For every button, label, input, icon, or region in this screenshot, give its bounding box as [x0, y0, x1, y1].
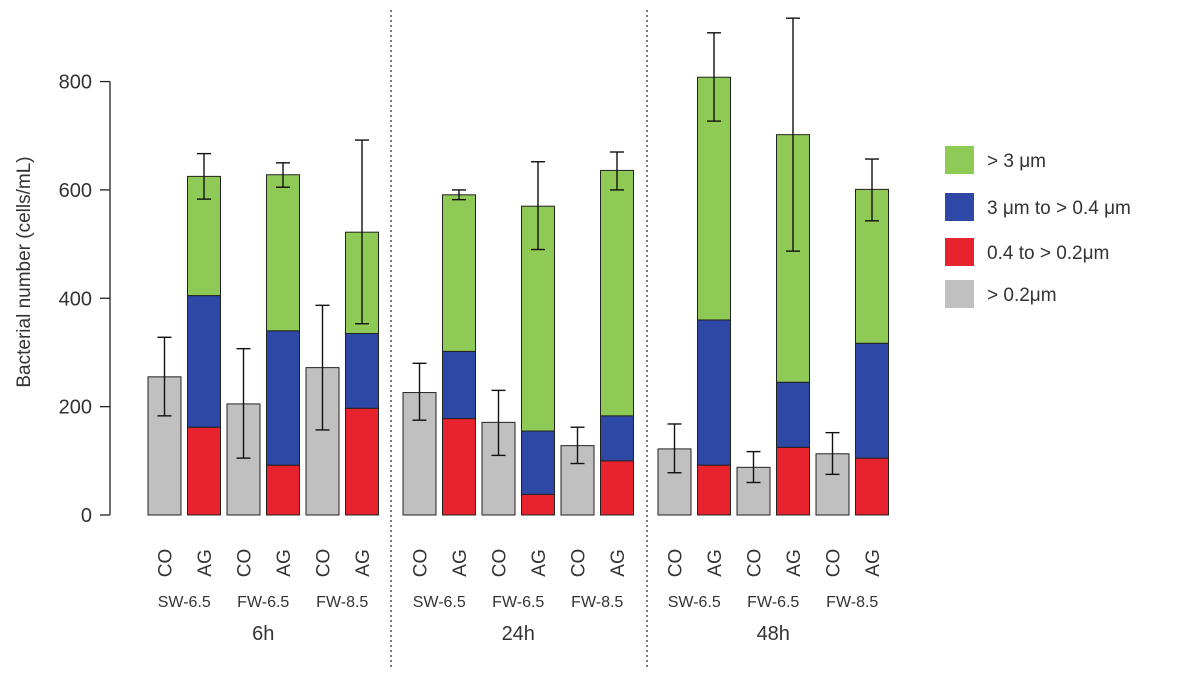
time-label: 6h [252, 623, 274, 645]
bar-category-label: CO [156, 549, 177, 578]
bar-category-label: AG [195, 549, 216, 576]
bar-category-label: AG [863, 549, 884, 576]
bar-ag-large [442, 194, 476, 352]
bar-ag-small [855, 457, 889, 516]
treatment-label: SW-6.5 [158, 594, 211, 611]
bar-ag-mid [187, 295, 221, 428]
bar-ag-small [442, 418, 476, 516]
treatment-label: FW-8.5 [571, 594, 623, 611]
treatment-label: FW-8.5 [826, 594, 878, 611]
y-tick-label: 800 [59, 72, 92, 94]
x-axis-labels: CO AG SW-6.5 CO AG FW-6.5 CO AG FW-8.5 6h CO AG SW-6… [156, 549, 885, 645]
bar-category-label: CO [824, 549, 845, 578]
treatment-label: SW-6.5 [413, 594, 466, 611]
bar-category-label: CO [569, 549, 590, 578]
y-axis-label: Bacterial number (cells/mL) [14, 156, 35, 387]
legend-swatch [945, 280, 974, 308]
bar-ag-mid [266, 330, 300, 466]
bar-ag-small [266, 464, 300, 516]
bar-category-label: AG [353, 549, 374, 576]
legend-label: 3 μm to > 0.4 μm [987, 198, 1131, 219]
bar-ag-small [345, 407, 379, 516]
bar-category-label: AG [529, 549, 550, 576]
legend-swatch [945, 146, 974, 174]
bar-category-label: AG [784, 549, 805, 576]
legend-label: > 0.2μm [987, 285, 1057, 306]
time-label: 48h [757, 623, 790, 645]
bar-ag-mid [855, 342, 889, 459]
bar-ag-mid [345, 332, 379, 409]
bar-ag-large [266, 174, 300, 332]
bar-category-label: CO [235, 549, 256, 578]
bar-ag-mid [442, 350, 476, 420]
legend-swatch [945, 238, 974, 266]
treatment-label: SW-6.5 [668, 594, 721, 611]
bar-category-label: CO [745, 549, 766, 578]
bar-category-label: CO [411, 549, 432, 578]
treatment-label: FW-8.5 [316, 594, 368, 611]
y-tick-label: 200 [59, 397, 92, 419]
bar-ag-mid [776, 381, 810, 448]
bar-category-label: CO [490, 549, 511, 578]
y-axis: 0 200 400 600 800 [59, 72, 111, 527]
bar-ag-mid [600, 415, 634, 462]
legend: > 3 μm 3 μm to > 0.4 μm 0.4 to > 0.2μm > 0.… [945, 146, 1131, 308]
treatment-label: FW-6.5 [492, 594, 544, 611]
bar-ag-small [697, 464, 731, 516]
bar-category-label: CO [314, 549, 335, 578]
y-tick-label: 400 [59, 288, 92, 310]
bar-category-label: AG [274, 549, 295, 576]
legend-label: 0.4 to > 0.2μm [987, 243, 1109, 264]
bars [147, 17, 889, 516]
bar-ag-small [776, 446, 810, 516]
treatment-label: FW-6.5 [237, 594, 289, 611]
legend-label: > 3 μm [987, 151, 1046, 172]
time-label: 24h [502, 623, 535, 645]
treatment-label: FW-6.5 [747, 594, 799, 611]
bar-category-label: AG [450, 549, 471, 576]
bar-ag-mid [521, 430, 555, 495]
legend-swatch [945, 193, 974, 221]
bar-ag-mid [697, 319, 731, 466]
bar-ag-small [187, 426, 221, 516]
y-tick-label: 0 [81, 505, 92, 527]
bar-ag-small [600, 460, 634, 516]
bar-ag-small [521, 493, 555, 516]
y-tick-label: 600 [59, 180, 92, 202]
bar-category-label: AG [608, 549, 629, 576]
bar-category-label: AG [705, 549, 726, 576]
bar-ag-large [600, 169, 634, 417]
bar-category-label: CO [666, 549, 687, 578]
